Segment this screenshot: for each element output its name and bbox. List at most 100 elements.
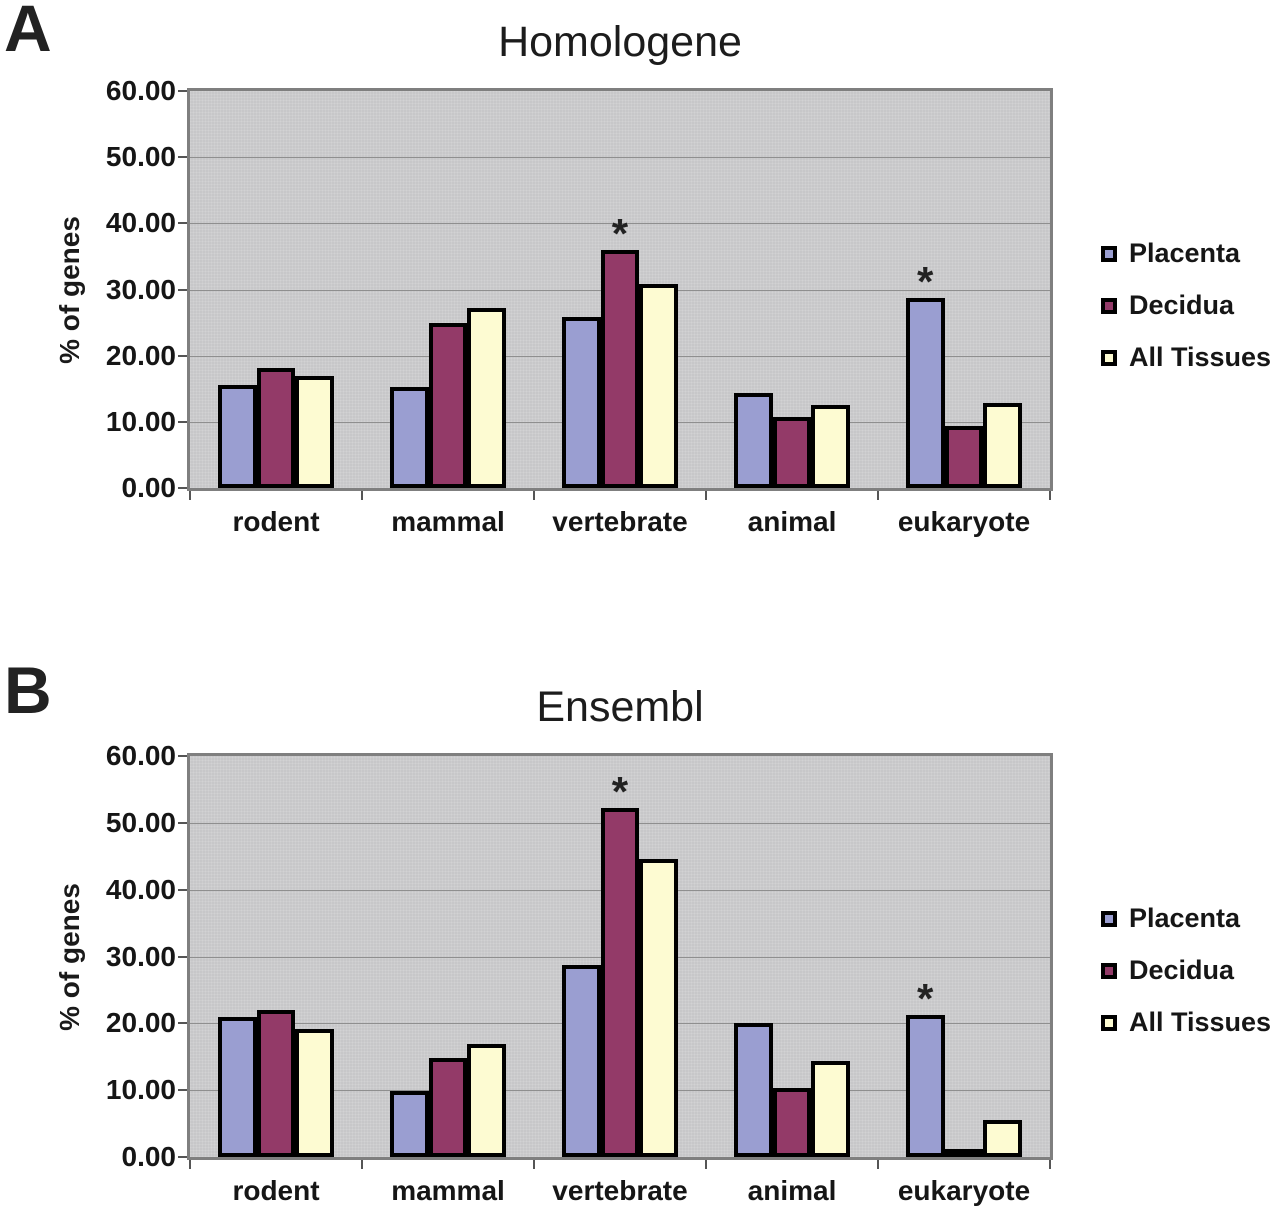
bar-all-tissues <box>295 376 334 488</box>
bar-decidua <box>428 322 468 488</box>
legend-label: Placenta <box>1129 903 1241 933</box>
bar-decidua <box>600 249 640 488</box>
x-tick <box>361 491 363 500</box>
legend-swatch <box>1101 297 1117 314</box>
x-tick <box>533 491 535 500</box>
bar-all-tissues <box>811 405 850 488</box>
legend-label: Decidua <box>1129 955 1235 985</box>
gridline <box>190 1023 1050 1025</box>
x-tick <box>1049 1160 1051 1169</box>
legend-swatch <box>1101 910 1117 927</box>
y-tick <box>178 222 187 225</box>
panel-b-y-axis-title: % of genes <box>54 882 85 1031</box>
y-tick-label: 60.00 <box>105 75 176 106</box>
y-tick-label: 20.00 <box>105 339 176 371</box>
x-tick <box>189 1160 191 1169</box>
panel-a-legend: Placenta Decidua All Tissues <box>1101 238 1271 373</box>
legend-swatch <box>1101 245 1117 262</box>
panel-a-plot-area: 60.00 50.00 40.00 30.00 20.00 10.00 0.00 rodent… <box>106 75 1053 537</box>
significance-asterisk: * <box>917 975 934 1023</box>
bar-all-tissues <box>639 858 678 1157</box>
legend-item: Placenta <box>1101 238 1271 269</box>
y-tick <box>178 487 187 489</box>
bar-decidua <box>256 368 296 488</box>
bar-all-tissues <box>295 1029 334 1157</box>
x-category-label: mammal <box>391 506 505 537</box>
bar-placenta <box>905 1015 945 1157</box>
panel-a-y-axis-title: % of genes <box>54 215 85 364</box>
y-tick <box>178 90 187 92</box>
bar-placenta <box>733 1023 773 1157</box>
significance-asterisk: * <box>611 768 629 816</box>
bar-placenta <box>217 1017 257 1157</box>
bar-placenta <box>561 965 601 1157</box>
bar-all-tissues <box>983 403 1022 488</box>
y-tick <box>178 354 187 357</box>
x-tick <box>705 491 707 500</box>
gridline <box>190 157 1050 159</box>
y-tick <box>178 288 187 291</box>
gridline <box>190 889 1050 891</box>
bar-decidua <box>944 425 984 488</box>
legend-item: All Tissues <box>1101 342 1271 373</box>
x-category-label: rodent <box>232 1175 320 1206</box>
y-tick-label: 30.00 <box>105 273 176 305</box>
x-tick <box>877 491 879 500</box>
x-category-label: rodent <box>232 506 320 537</box>
legend-swatch <box>1101 962 1117 979</box>
legend-label: Placenta <box>1129 238 1241 268</box>
legend-swatch <box>1101 1014 1117 1031</box>
y-tick <box>178 1089 187 1092</box>
bar-placenta <box>733 392 773 488</box>
gridline <box>190 1090 1050 1092</box>
legend-swatch <box>1101 349 1117 366</box>
y-tick-label: 40.00 <box>105 873 176 905</box>
x-tick <box>1049 491 1051 500</box>
x-tick <box>533 1160 535 1169</box>
bar-placenta <box>217 384 257 488</box>
gridline <box>190 289 1050 291</box>
legend-label: All Tissues <box>1129 1007 1272 1037</box>
y-tick-label: 50.00 <box>105 806 176 838</box>
legend-label: Decidua <box>1129 290 1235 320</box>
legend-item: Placenta <box>1101 903 1271 934</box>
y-tick-label: 0.00 <box>121 1141 177 1172</box>
bar-all-tissues <box>467 1044 506 1157</box>
y-tick-label: 30.00 <box>105 940 176 972</box>
bar-all-tissues <box>811 1060 850 1157</box>
bar-placenta <box>561 317 601 488</box>
bar-placenta <box>389 387 429 488</box>
legend-item: All Tissues <box>1101 1007 1271 1038</box>
panel-a-chart-title: Homologene <box>498 18 742 66</box>
y-tick-label: 60.00 <box>105 740 176 771</box>
y-tick-label: 10.00 <box>105 1074 176 1106</box>
x-tick <box>361 1160 363 1169</box>
panel-b-chart-title: Ensembl <box>536 683 704 731</box>
y-tick-label: 40.00 <box>105 207 176 239</box>
x-tick <box>877 1160 879 1169</box>
bar-decidua <box>600 808 640 1157</box>
y-tick <box>178 888 187 891</box>
bar-placenta <box>905 298 945 488</box>
x-category-label: vertebrate <box>552 1175 688 1206</box>
bar-decidua <box>428 1058 468 1157</box>
y-tick <box>178 1022 187 1025</box>
bar-decidua <box>944 1149 984 1157</box>
y-tick <box>178 1156 187 1158</box>
x-category-label: mammal <box>391 1175 505 1206</box>
panel-b-plot-area: 60.00 50.00 40.00 30.00 20.00 10.00 0.00 rodent… <box>106 740 1053 1206</box>
y-tick <box>178 156 187 159</box>
bar-all-tissues <box>983 1119 1022 1157</box>
y-tick <box>178 755 187 757</box>
x-tick <box>705 1160 707 1169</box>
bar-placenta <box>389 1090 429 1157</box>
panel-b-label: B <box>4 653 52 727</box>
x-tick <box>189 491 191 500</box>
x-category-label: eukaryote <box>897 506 1031 537</box>
legend-item: Decidua <box>1101 290 1271 321</box>
gridline <box>190 355 1050 357</box>
x-category-label: vertebrate <box>552 506 688 537</box>
